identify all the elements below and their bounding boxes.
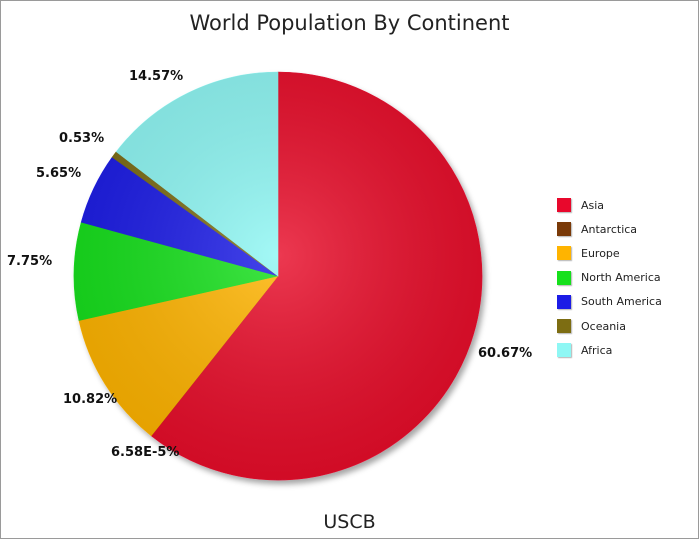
- legend-item-south-america: South America: [557, 290, 662, 314]
- legend-item-antarctica: Antarctica: [557, 217, 662, 241]
- legend-swatch: [557, 246, 571, 261]
- legend-swatch: [557, 294, 571, 309]
- legend-item-oceania: Oceania: [557, 314, 662, 338]
- data-label-europe: 10.82%: [63, 392, 117, 407]
- data-label-oceania: 0.53%: [59, 131, 104, 146]
- legend-swatch: [557, 343, 571, 358]
- data-label-antarctica: 6.58E-5%: [111, 445, 179, 460]
- legend-swatch: [557, 319, 571, 334]
- chart-title: World Population By Continent: [189, 11, 510, 35]
- data-label-north-america: 7.75%: [7, 254, 52, 269]
- legend-item-europe: Europe: [557, 241, 662, 265]
- legend-label: North America: [581, 271, 661, 285]
- data-label-asia: 60.67%: [478, 346, 532, 361]
- legend-label: Europe: [581, 246, 620, 260]
- legend-label: Asia: [581, 198, 605, 212]
- legend-label: Antarctica: [581, 222, 638, 236]
- data-label-africa: 14.57%: [129, 69, 183, 84]
- legend-label: Africa: [581, 343, 613, 357]
- legend-swatch: [557, 270, 571, 285]
- legend: Asia Antarctica Europe North America South A…: [557, 193, 662, 362]
- legend-item-north-america: North America: [557, 266, 662, 290]
- chart-xlabel: USCB: [323, 511, 376, 533]
- legend-label: South America: [581, 295, 662, 309]
- legend-item-asia: Asia: [557, 193, 662, 217]
- data-label-south-america: 5.65%: [36, 166, 81, 181]
- legend-swatch: [557, 198, 571, 213]
- legend-label: Oceania: [581, 319, 626, 333]
- legend-item-africa: Africa: [557, 338, 662, 362]
- legend-swatch: [557, 222, 571, 237]
